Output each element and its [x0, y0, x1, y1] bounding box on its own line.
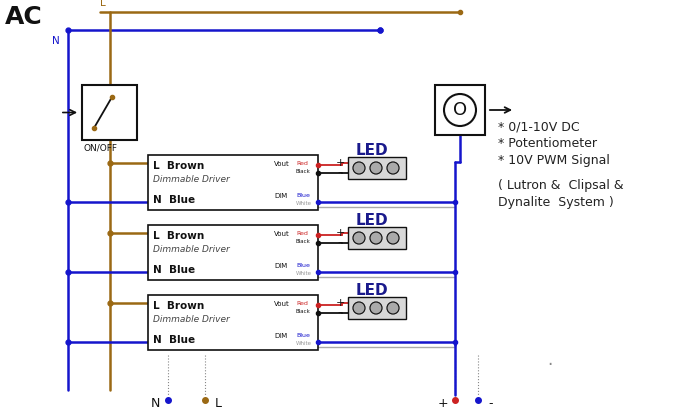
Text: O: O [453, 101, 467, 119]
Circle shape [353, 232, 365, 244]
Text: ON/OFF: ON/OFF [84, 143, 118, 152]
Bar [348, 227, 406, 249]
Text: +: + [336, 158, 345, 168]
Circle shape [353, 162, 365, 174]
Bar [148, 295, 318, 350]
Bar [148, 225, 318, 280]
Bar [348, 297, 406, 319]
Circle shape [353, 302, 365, 314]
Text: Dimmable Driver: Dimmable Driver [153, 175, 230, 184]
Circle shape [387, 232, 399, 244]
Text: Dynalite  System ): Dynalite System ) [498, 196, 614, 209]
Circle shape [387, 162, 399, 174]
Circle shape [370, 162, 382, 174]
Text: Black: Black [296, 309, 311, 314]
Text: +: + [336, 298, 345, 308]
Text: AC: AC [5, 5, 43, 29]
Text: White: White [296, 271, 312, 276]
Text: L: L [215, 397, 221, 410]
Text: L  Brown: L Brown [153, 161, 204, 171]
Text: * 0/1-10V DC: * 0/1-10V DC [498, 120, 580, 133]
Bar [82, 85, 137, 140]
Bar [348, 157, 406, 179]
Text: Vout: Vout [274, 301, 290, 307]
Text: Vout: Vout [274, 231, 290, 237]
Circle shape [370, 232, 382, 244]
Text: Dimmable Driver: Dimmable Driver [153, 315, 230, 324]
Text: +: + [437, 397, 448, 410]
Circle shape [387, 302, 399, 314]
Text: Black: Black [296, 239, 311, 244]
Text: * 10V PWM Signal: * 10V PWM Signal [498, 154, 610, 167]
Text: Dimmable Driver: Dimmable Driver [153, 245, 230, 254]
Text: LED: LED [356, 213, 388, 228]
Text: -: - [338, 307, 343, 320]
Text: White: White [296, 201, 312, 206]
Text: .: . [547, 351, 553, 369]
Text: ( Lutron &  Clipsal &: ( Lutron & Clipsal & [498, 179, 623, 192]
Text: Black: Black [296, 169, 311, 174]
Text: DIM: DIM [274, 193, 287, 199]
Text: Blue: Blue [296, 263, 310, 268]
Text: -: - [338, 236, 343, 249]
Text: * Potentiometer: * Potentiometer [498, 137, 597, 150]
Text: +: + [336, 228, 345, 238]
Text: N: N [150, 397, 160, 410]
Text: N  Blue: N Blue [153, 335, 195, 345]
Text: Blue: Blue [296, 193, 310, 198]
Text: LED: LED [356, 143, 388, 158]
Text: DIM: DIM [274, 333, 287, 339]
Text: LED: LED [356, 283, 388, 298]
Text: White: White [296, 341, 312, 346]
Text: N  Blue: N Blue [153, 195, 195, 205]
Text: Red: Red [296, 161, 308, 166]
Bar [148, 155, 318, 210]
Text: DIM: DIM [274, 263, 287, 269]
Text: Vout: Vout [274, 161, 290, 167]
Circle shape [370, 302, 382, 314]
Text: L: L [100, 0, 106, 8]
Text: N  Blue: N Blue [153, 265, 195, 275]
Bar [435, 85, 485, 135]
Text: -: - [489, 397, 493, 410]
Text: Red: Red [296, 231, 308, 236]
Text: -: - [338, 166, 343, 179]
Text: L  Brown: L Brown [153, 301, 204, 311]
Text: Blue: Blue [296, 333, 310, 338]
Text: Red: Red [296, 301, 308, 306]
Text: N: N [52, 36, 60, 46]
Text: L  Brown: L Brown [153, 231, 204, 241]
